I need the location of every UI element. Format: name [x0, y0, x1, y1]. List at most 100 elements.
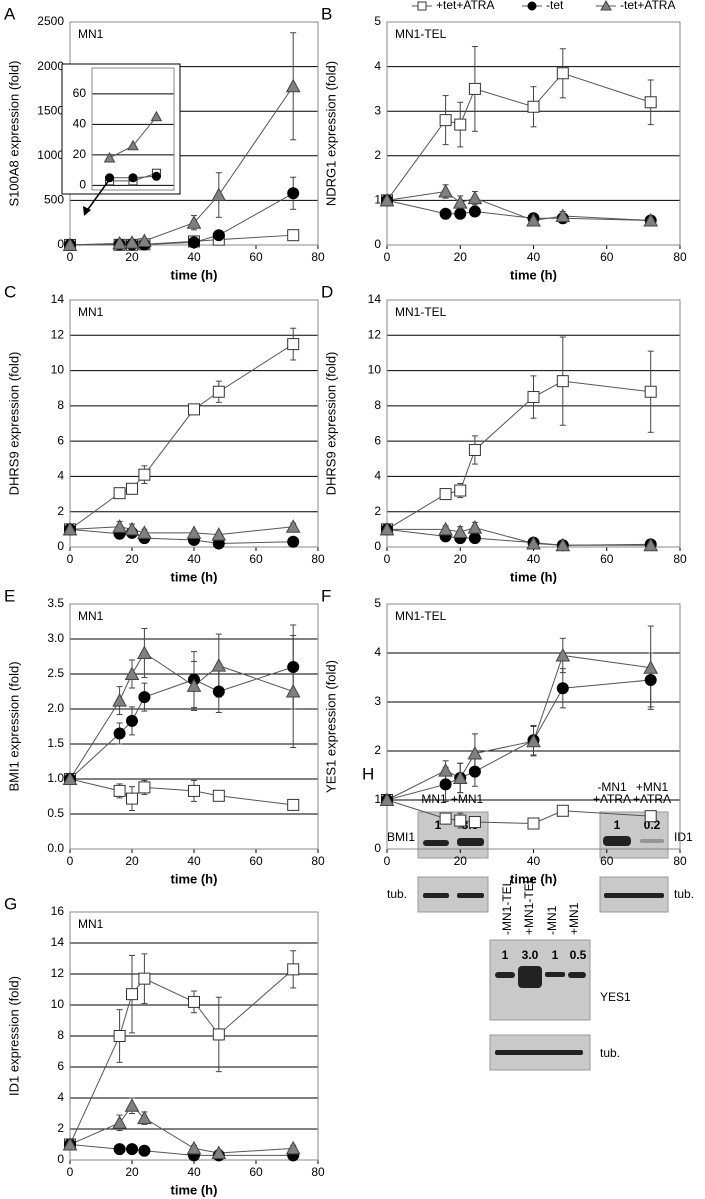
panel-annotation: MN1-TEL	[395, 305, 447, 319]
marker	[556, 682, 569, 695]
y-tick-label: 0	[374, 841, 381, 855]
marker	[643, 537, 659, 552]
y-tick-label: 14	[51, 292, 65, 306]
marker	[212, 229, 225, 242]
y-tick-label: 0	[57, 237, 64, 251]
blot-panel: H -MN1 +MN1 1 3.5 BMI1 tub. -MN1-TEL +MN…	[362, 764, 694, 1071]
y-tick-label: 4	[374, 645, 381, 659]
series-line	[69, 343, 294, 530]
lane-label: +ATRA	[593, 792, 631, 806]
y-tick-label: 0	[57, 1152, 64, 1166]
series-line	[69, 526, 294, 536]
marker	[285, 78, 301, 93]
x-tick-label: 80	[311, 1165, 325, 1179]
y-tick-label: 2.0	[47, 701, 64, 715]
x-tick-label: 20	[125, 1165, 139, 1179]
x-tick-label: 40	[187, 1165, 201, 1179]
x-tick-label: 20	[125, 552, 139, 566]
y-tick-label: 4	[57, 469, 64, 483]
marker	[138, 972, 151, 985]
marker	[212, 685, 225, 698]
marker	[211, 187, 227, 202]
blot-label: tub.	[387, 887, 407, 901]
marker	[643, 212, 659, 227]
y-tick-label: 1500	[37, 103, 64, 117]
marker	[150, 110, 163, 122]
legend: +tet+ATRA -tet -tet+ATRA	[412, 0, 675, 12]
x-tick-label: 80	[311, 854, 325, 868]
series-line	[69, 666, 294, 780]
marker	[124, 235, 140, 249]
x-tick-label: 60	[600, 250, 614, 264]
y-tick-label: 8	[374, 398, 381, 412]
band-value: 1	[502, 948, 509, 962]
x-tick-label: 20	[454, 552, 468, 566]
chart: 0 2 4 6 8 10 12 14 0 20 40 60 80 D MN1-TEL DHRS9 expres…	[321, 282, 687, 584]
x-axis-title: time (h)	[171, 871, 218, 886]
lane-label: -MN1	[597, 780, 627, 794]
x-tick-label: 60	[249, 250, 263, 264]
band-value: 0.5	[570, 948, 587, 962]
marker	[137, 525, 152, 539]
marker	[212, 789, 225, 802]
y-tick-label: 4	[374, 59, 381, 73]
x-tick-label: 60	[600, 552, 614, 566]
series-line	[386, 199, 651, 221]
panel-letter: A	[4, 4, 16, 23]
y-tick-label: 2	[57, 1121, 64, 1135]
panel-letter: H	[362, 764, 374, 783]
marker	[468, 205, 481, 218]
marker	[124, 1098, 140, 1112]
panel-annotation: MN1-TEL	[395, 27, 447, 41]
chart: 0 2 4 6 8 10 12 14 16 0 20 40 60 80 G MN1 ID1 expression…	[4, 894, 325, 1197]
marker	[188, 403, 200, 416]
legend-marker	[417, 1, 427, 11]
marker	[527, 817, 540, 830]
band	[495, 1050, 583, 1055]
marker	[287, 963, 300, 976]
y-tick-label: 0	[374, 237, 381, 251]
marker	[287, 187, 300, 200]
x-tick-label: 40	[527, 250, 541, 264]
inset-arrow	[85, 175, 113, 213]
marker	[128, 173, 138, 183]
marker	[452, 195, 468, 209]
blot-label: tub.	[600, 1046, 620, 1060]
panel-letter: B	[321, 4, 332, 23]
marker	[112, 1115, 127, 1129]
y-tick-label: 0	[57, 539, 64, 553]
y-tick-label: 20	[73, 147, 87, 161]
marker	[62, 521, 78, 536]
y-tick-label: 2	[374, 148, 381, 162]
marker	[113, 1143, 126, 1156]
y-tick-label: 3.5	[47, 596, 64, 610]
chart: 0 1 2 3 4 5 0 20 40 60 80 B MN1-TEL NDRG1 expression …	[321, 4, 687, 282]
plot-frame	[69, 299, 319, 548]
y-axis-title: ID1 expression (fold)	[6, 976, 21, 1096]
marker	[468, 82, 481, 95]
x-tick-label: 0	[384, 552, 391, 566]
x-tick-label: 20	[125, 250, 139, 264]
marker	[527, 100, 540, 113]
marker	[113, 784, 126, 797]
marker	[526, 212, 541, 227]
marker	[526, 535, 541, 550]
lane-label: -MN1	[417, 792, 447, 806]
marker	[439, 488, 452, 501]
y-tick-label: 2	[374, 743, 381, 757]
y-tick-label: 3.0	[47, 631, 64, 645]
y-tick-label: 2	[57, 504, 64, 518]
marker	[555, 208, 571, 223]
y-tick-label: 1.5	[47, 736, 64, 750]
band	[604, 893, 664, 898]
x-tick-label: 20	[454, 250, 468, 264]
y-tick-label: 1	[374, 193, 381, 207]
x-axis-title: time (h)	[510, 569, 557, 584]
band	[545, 972, 565, 977]
x-tick-label: 40	[527, 854, 541, 868]
marker	[439, 778, 452, 791]
marker	[454, 118, 467, 131]
lane-label: +MN1-TEL	[522, 876, 536, 935]
series-line	[69, 778, 294, 806]
band	[640, 839, 664, 843]
